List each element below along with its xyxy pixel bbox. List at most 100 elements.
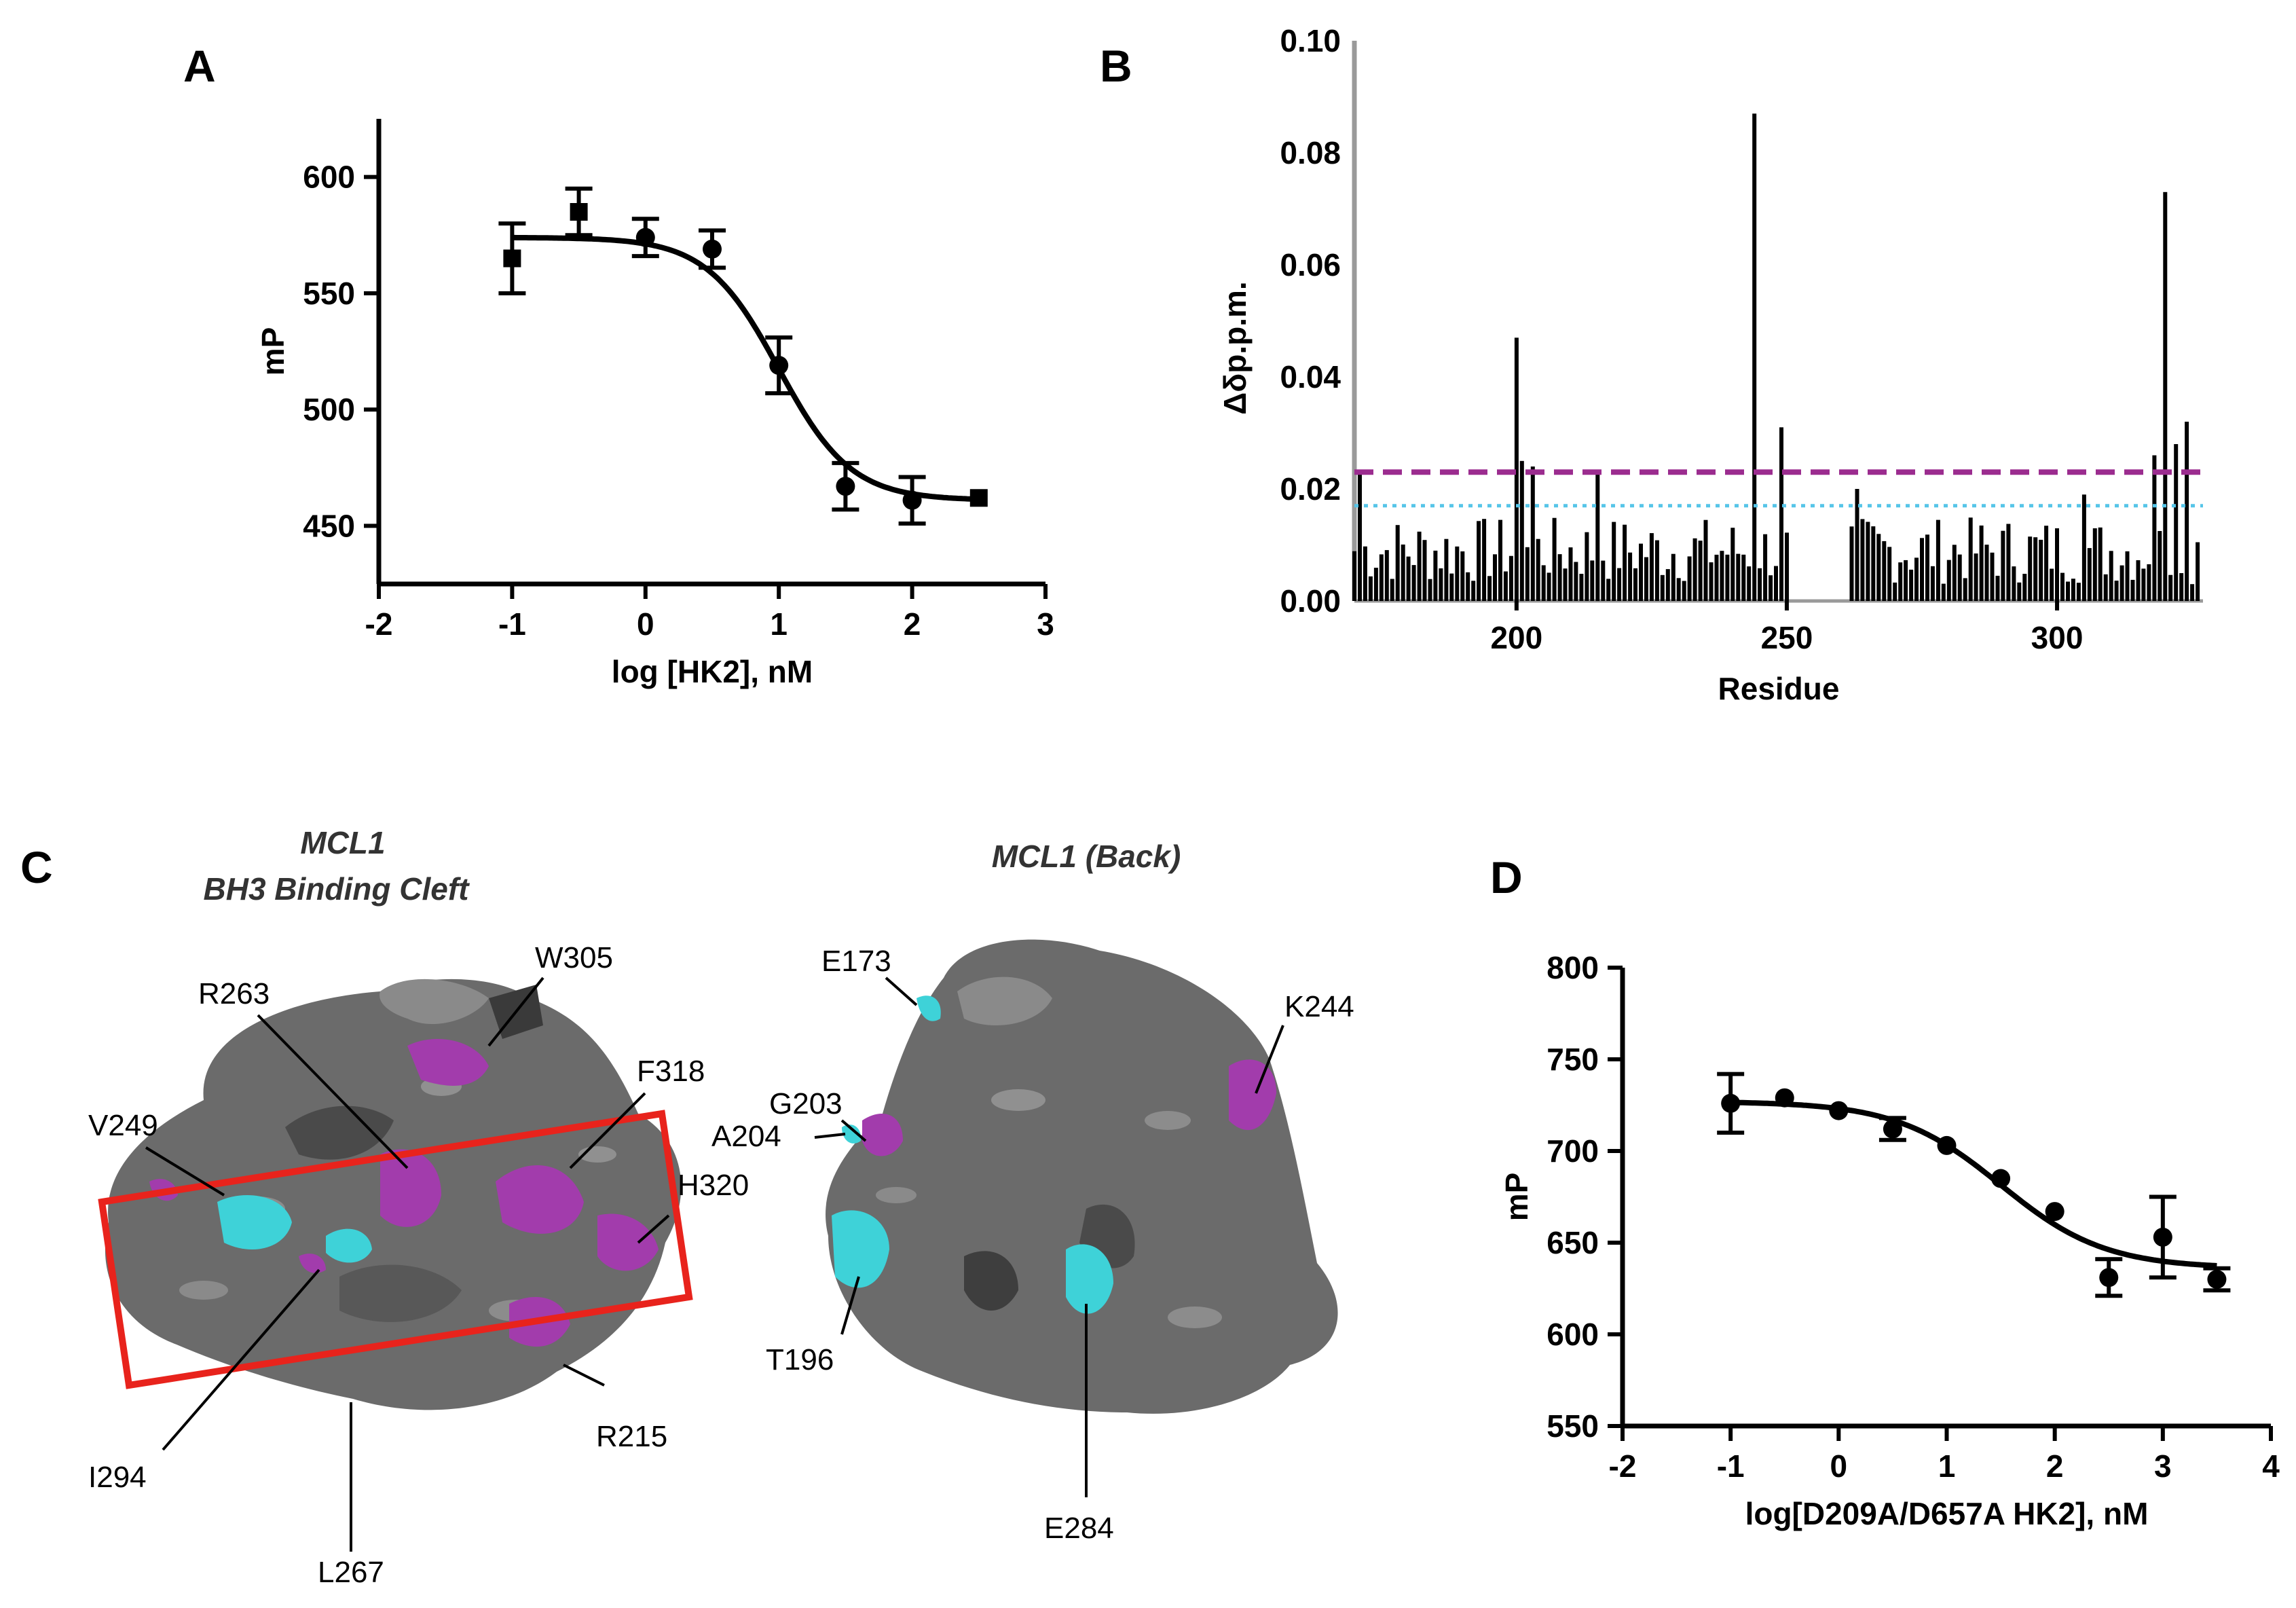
panel-letter-b: B xyxy=(1100,41,1132,91)
bar xyxy=(1541,565,1546,601)
x-tick-label: -2 xyxy=(365,606,393,642)
bar xyxy=(1455,546,1460,601)
bar xyxy=(2033,537,2038,601)
x-tick-label: -1 xyxy=(1717,1448,1745,1484)
mcl1-front-surface xyxy=(98,979,693,1410)
bar xyxy=(1579,574,1584,601)
bar xyxy=(1893,582,1897,601)
data-point xyxy=(969,489,988,507)
bar xyxy=(1887,547,1892,601)
bar xyxy=(1849,526,1854,601)
bar xyxy=(2141,568,2146,601)
y-tick-label: 450 xyxy=(303,508,355,543)
bar xyxy=(1990,552,1995,601)
bar xyxy=(1779,427,1783,602)
bar xyxy=(1606,579,1611,601)
label-h320: H320 xyxy=(678,1169,749,1202)
front-leader-lines xyxy=(145,976,670,1552)
chart-b: 0.00 0.02 0.04 0.06 0.08 0.10 200 250 300 Residue… xyxy=(1217,23,2203,706)
bar xyxy=(2109,551,2113,601)
x-tick-label: 3 xyxy=(1037,606,1054,642)
bar xyxy=(2130,579,2135,601)
bar xyxy=(1925,534,1929,601)
bar xyxy=(1660,574,1665,601)
bar xyxy=(1373,568,1378,601)
label-a204: A204 xyxy=(711,1120,781,1153)
bar xyxy=(1957,554,1962,601)
bar xyxy=(1984,545,1989,601)
bar xyxy=(1530,467,1535,601)
label-t196: T196 xyxy=(766,1343,834,1376)
fit-curve xyxy=(512,234,979,502)
bar xyxy=(1649,533,1654,601)
data-point xyxy=(1883,1119,1902,1139)
data-point xyxy=(570,203,588,221)
x-tick-label: -1 xyxy=(498,606,526,642)
data-point xyxy=(769,356,789,376)
bar xyxy=(2092,528,2097,601)
bar xyxy=(1508,555,1513,601)
bar xyxy=(1882,541,1887,601)
bar xyxy=(1698,541,1703,601)
bar xyxy=(1855,489,1859,601)
bar xyxy=(1876,534,1881,601)
y-tick-label: 600 xyxy=(303,160,355,195)
bar xyxy=(1444,538,1449,601)
bar xyxy=(1428,579,1432,601)
x-tick-label: 250 xyxy=(1761,620,1813,655)
data-point xyxy=(836,477,855,496)
x-tick-label: 3 xyxy=(2154,1448,2172,1484)
bar xyxy=(1433,550,1438,601)
bar xyxy=(1676,578,1681,601)
bar xyxy=(2066,581,2070,601)
bar xyxy=(1482,519,1487,601)
bar xyxy=(1552,517,1557,601)
bar xyxy=(2179,573,2184,601)
bar xyxy=(1871,526,1876,601)
bar xyxy=(1519,460,1524,602)
bar xyxy=(1752,113,1757,602)
bar xyxy=(1503,571,1508,601)
bar xyxy=(1914,558,1919,601)
label-v249: V249 xyxy=(88,1109,158,1142)
panel-letter-c: C xyxy=(20,842,53,892)
x-tick-label: 0 xyxy=(637,606,654,642)
bar xyxy=(1471,581,1476,601)
y-tick-label: 0.06 xyxy=(1280,247,1341,282)
bar xyxy=(2185,422,2189,601)
y-tick-label: 750 xyxy=(1547,1042,1599,1077)
bar xyxy=(1628,552,1633,601)
bar xyxy=(2119,565,2124,601)
bar xyxy=(1379,554,1384,601)
data-point xyxy=(2207,1270,2227,1289)
bar xyxy=(1785,532,1789,601)
bar xyxy=(1639,543,1643,601)
data-point xyxy=(2099,1268,2119,1287)
panel-letter-a: A xyxy=(183,41,216,91)
label-f318: F318 xyxy=(637,1055,705,1088)
data-point xyxy=(1829,1101,1849,1120)
bar xyxy=(1860,519,1865,601)
y-tick-label: 500 xyxy=(303,392,355,427)
bar xyxy=(1968,517,1973,601)
data-point xyxy=(902,490,922,510)
data-point xyxy=(503,249,521,268)
label-w305: W305 xyxy=(535,941,613,974)
bar xyxy=(1477,521,1481,601)
bar xyxy=(1363,546,1367,601)
bar xyxy=(2114,581,2119,601)
y-axis-label: mP xyxy=(255,327,291,376)
bar xyxy=(1644,557,1648,601)
bar xyxy=(1920,538,1924,601)
x-tick-label: 300 xyxy=(2031,620,2084,655)
x-axis-label: Residue xyxy=(1718,671,1840,706)
bar xyxy=(1411,565,1416,601)
y-tick-label: 0.02 xyxy=(1280,471,1341,507)
mcl1-back-title: MCL1 (Back) xyxy=(992,839,1181,874)
bar xyxy=(1671,553,1675,601)
bar xyxy=(1352,551,1356,601)
bar xyxy=(2098,527,2103,601)
bar xyxy=(2050,568,2054,601)
bar xyxy=(1514,337,1519,602)
bar xyxy=(1401,544,1405,601)
